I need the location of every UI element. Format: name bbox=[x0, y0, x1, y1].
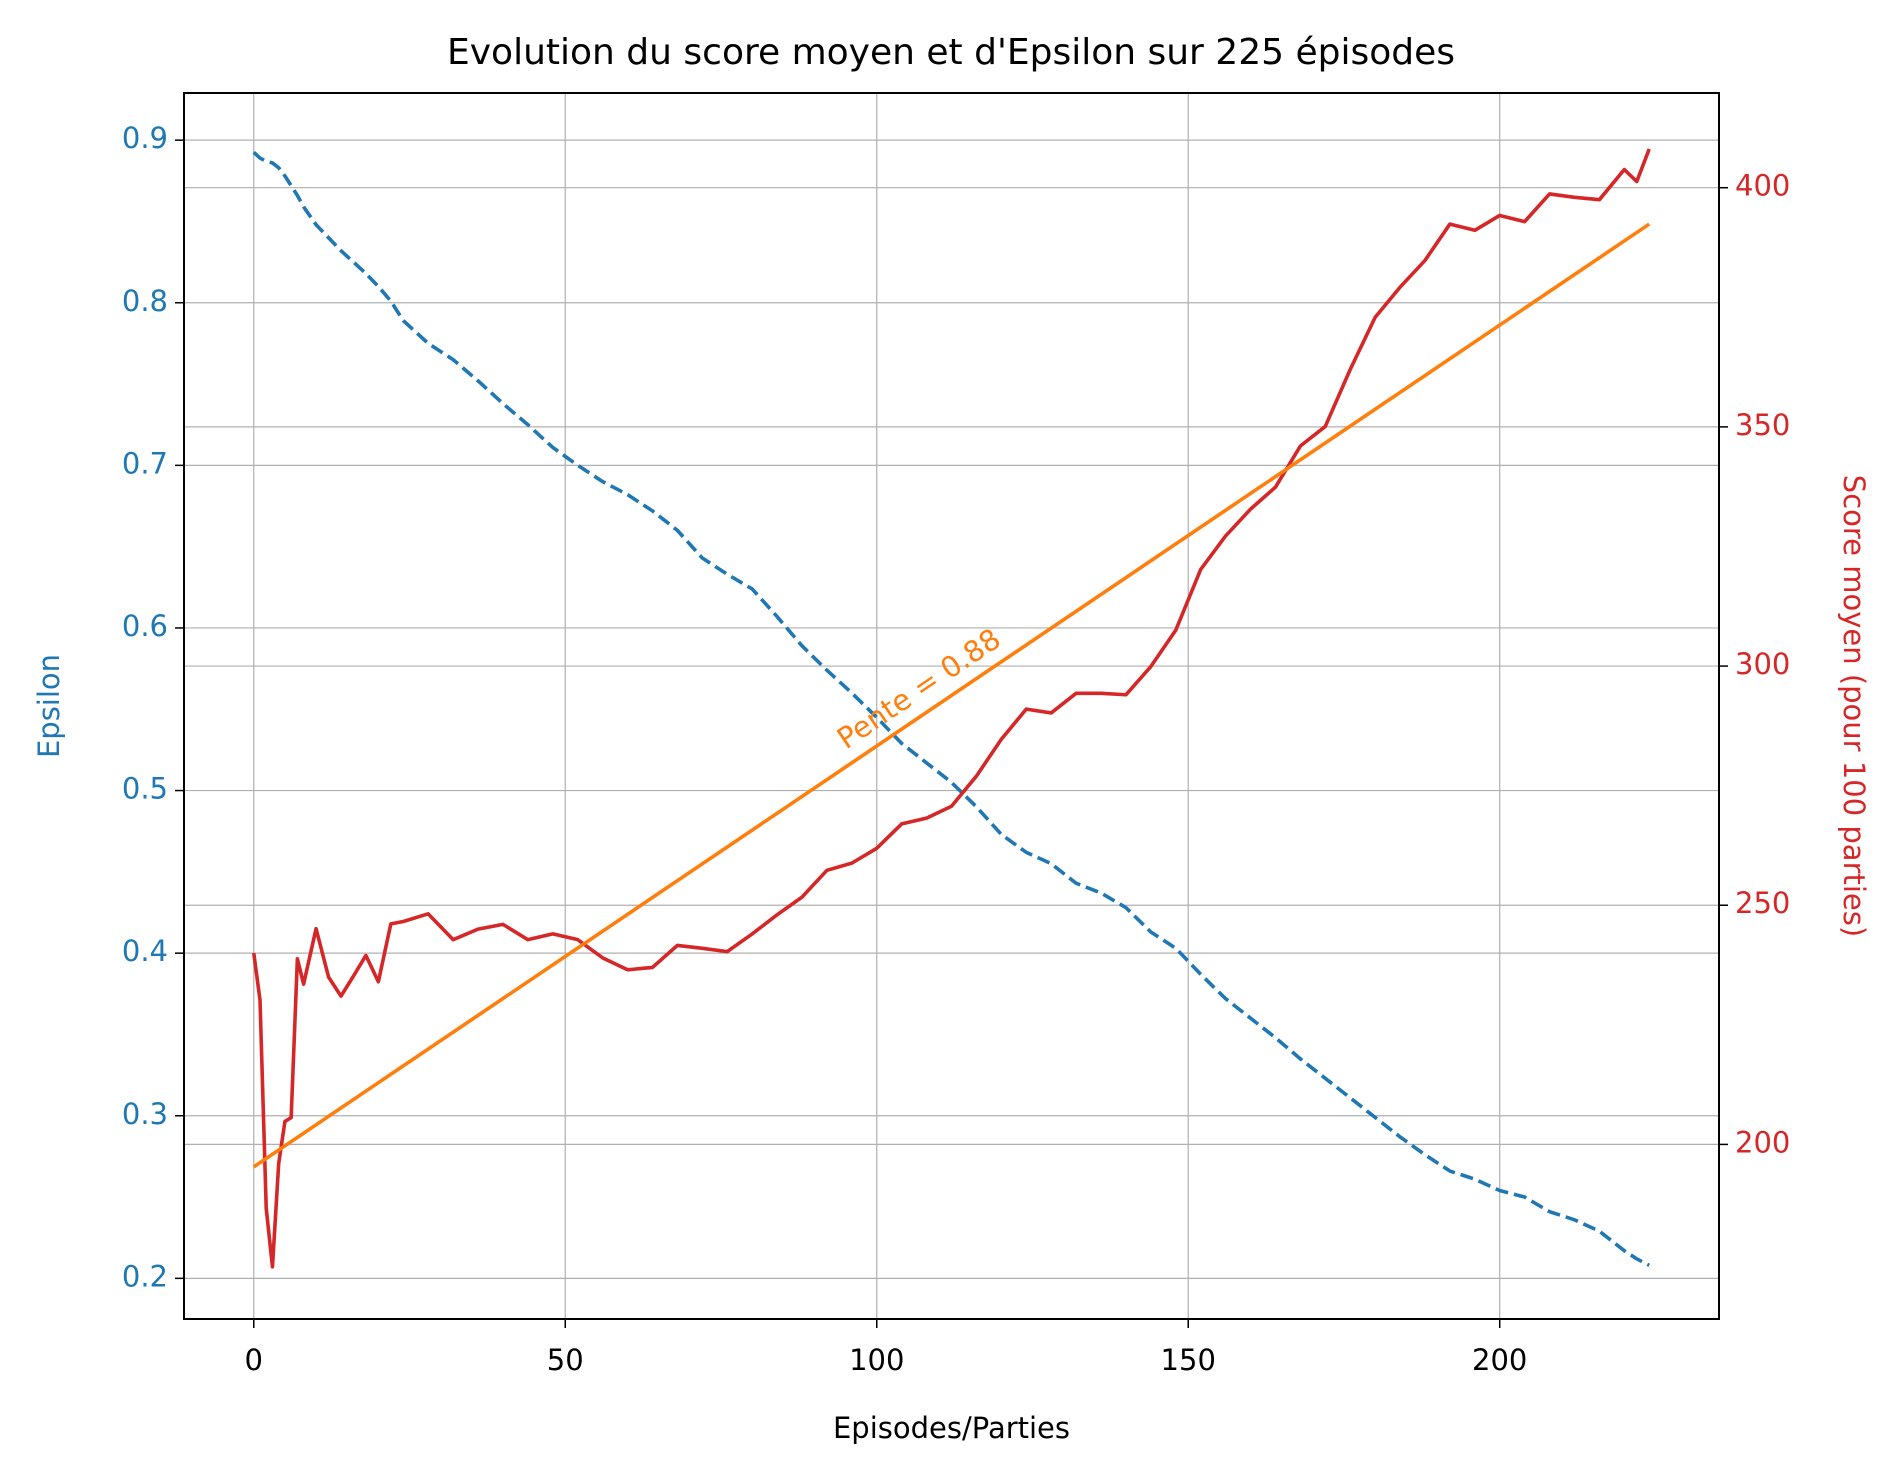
y-tick-label: 0.4 bbox=[122, 934, 168, 968]
y2-tick-label: 350 bbox=[1735, 408, 1790, 442]
plot-frame bbox=[183, 92, 1720, 1320]
x-axis-label: Episodes/Parties bbox=[833, 1411, 1070, 1445]
y-tick-label: 0.7 bbox=[122, 446, 168, 480]
x-tick-label: 100 bbox=[849, 1343, 904, 1377]
y-tick-label: 0.9 bbox=[122, 121, 168, 155]
chart-title: Evolution du score moyen et d'Epsilon su… bbox=[447, 32, 1455, 73]
y-tick-label: 0.6 bbox=[122, 609, 168, 643]
y2-tick-label: 400 bbox=[1735, 169, 1790, 203]
y2-tick-label: 300 bbox=[1735, 647, 1790, 681]
y-tick-label: 0.3 bbox=[122, 1097, 168, 1131]
x-tick-label: 0 bbox=[245, 1343, 263, 1377]
y-tick-label: 0.5 bbox=[122, 772, 168, 806]
y2-tick-label: 200 bbox=[1735, 1125, 1790, 1159]
x-tick-label: 150 bbox=[1161, 1343, 1216, 1377]
y2-tick-label: 250 bbox=[1735, 886, 1790, 920]
x-tick-label: 200 bbox=[1472, 1343, 1527, 1377]
line-series bbox=[251, 148, 1651, 1269]
y-tick-label: 0.8 bbox=[122, 284, 168, 318]
y-axis-label: Epsilon bbox=[32, 654, 66, 758]
trend-annotation: Pente = 0.88 bbox=[831, 622, 1007, 756]
y2-axis-label: Score moyen (pour 100 parties) bbox=[1837, 475, 1871, 937]
line-series bbox=[252, 222, 1651, 1169]
x-tick-label: 50 bbox=[547, 1343, 584, 1377]
line-series bbox=[252, 151, 1651, 1267]
y-tick-label: 0.2 bbox=[122, 1259, 168, 1293]
